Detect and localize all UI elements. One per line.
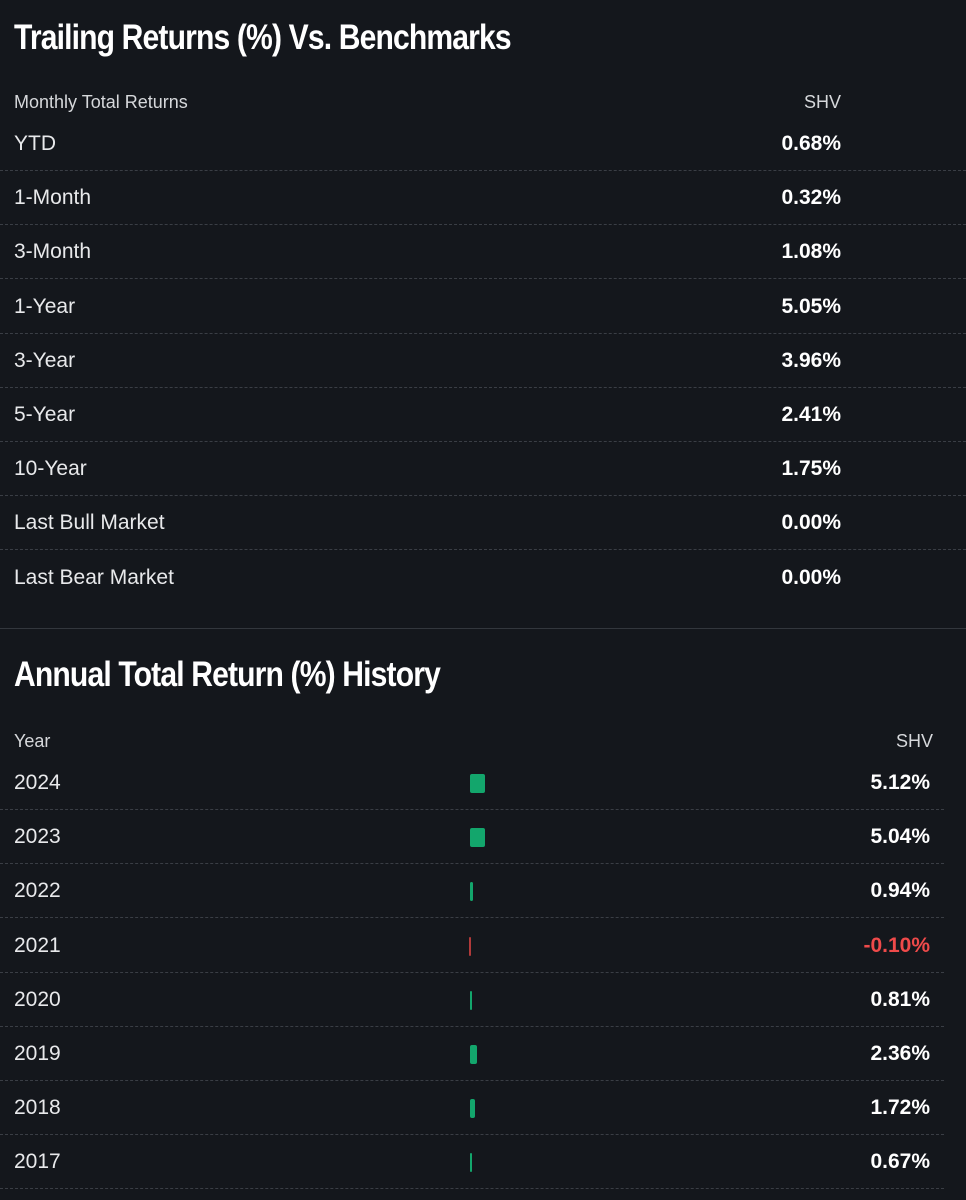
trailing-row: Last Bull Market 0.00% (0, 496, 966, 551)
trailing-returns-title: Trailing Returns (%) Vs. Benchmarks (14, 18, 512, 57)
row-divider (0, 917, 944, 919)
annual-row-value: 5.12% (870, 771, 930, 794)
annual-row: 2021 -0.10% (0, 919, 944, 973)
trailing-row-label: YTD (14, 132, 56, 155)
row-divider (0, 971, 944, 973)
annual-row-value: 5.04% (870, 825, 930, 849)
annual-row-year: 2018 (14, 1096, 61, 1120)
trailing-row-label: 5-Year (14, 403, 76, 426)
annual-return-bar (470, 1099, 475, 1119)
row-divider (0, 495, 966, 497)
annual-row-value: 2.36% (870, 1042, 930, 1065)
trailing-row-value: 0.00% (781, 565, 841, 589)
row-divider (0, 278, 966, 280)
annual-row-year: 2021 (14, 933, 61, 957)
row-divider (0, 1080, 944, 1081)
annual-row: 2020 0.81% (0, 973, 944, 1027)
row-divider (0, 1188, 944, 1190)
row-divider (0, 549, 966, 551)
annual-row-year: 2022 (14, 879, 61, 903)
trailing-row-label: 1-Month (14, 186, 92, 210)
annual-row-year: 2024 (14, 771, 61, 794)
trailing-row-label: 3-Month (14, 240, 92, 264)
annual-row: 2017 0.67% (0, 1135, 944, 1190)
annual-row: 2022 0.94% (0, 864, 944, 919)
trailing-header-label: Monthly Total Returns (14, 92, 188, 112)
annual-row: 2023 5.04% (0, 810, 944, 865)
trailing-row: YTD 0.68% (0, 117, 966, 171)
row-divider (0, 386, 966, 388)
annual-return-bar (470, 882, 473, 902)
annual-row: 2024 5.12% (0, 756, 944, 810)
annual-return-bar (470, 1045, 477, 1064)
annual-header-ticker: SHV (895, 731, 933, 751)
annual-return-bar (470, 1153, 472, 1173)
trailing-row-value: 0.68% (781, 132, 841, 155)
row-divider (0, 170, 966, 171)
trailing-row-value: 1.08% (781, 240, 841, 264)
annual-row-value: 0.94% (870, 879, 930, 903)
annual-return-bar (470, 828, 485, 848)
trailing-row-value: 0.32% (781, 186, 841, 210)
trailing-row-value: 0.00% (781, 511, 841, 535)
trailing-row-value: 3.96% (781, 348, 841, 372)
trailing-row: Last Bear Market 0.00% (0, 551, 966, 605)
trailing-row: 10-Year 1.75% (0, 442, 966, 497)
section-divider (0, 628, 966, 629)
annual-row-value: 0.67% (870, 1150, 930, 1174)
trailing-row-label: Last Bull Market (14, 511, 165, 535)
trailing-header-ticker: SHV (803, 92, 841, 112)
annual-return-title: Annual Total Return (%) History (14, 655, 441, 694)
row-divider (0, 441, 966, 442)
trailing-row: 3-Month 1.08% (0, 225, 966, 280)
row-divider (0, 863, 944, 865)
row-divider (0, 809, 944, 810)
trailing-row-value: 2.41% (781, 403, 841, 426)
trailing-row: 1-Year 5.05% (0, 280, 966, 334)
annual-return-bar (470, 774, 485, 793)
trailing-row-value: 5.05% (781, 294, 841, 318)
annual-row-year: 2020 (14, 987, 61, 1011)
annual-row-value: 0.81% (870, 987, 930, 1011)
trailing-row-label: 3-Year (14, 348, 76, 372)
annual-row: 2018 1.72% (0, 1081, 944, 1136)
trailing-row-label: 1-Year (14, 294, 76, 318)
annual-row-year: 2023 (14, 825, 61, 849)
trailing-row-value: 1.75% (781, 457, 841, 481)
annual-row-value: -0.10% (863, 933, 930, 957)
annual-return-bar (470, 990, 473, 1010)
annual-row-value: 1.72% (870, 1096, 930, 1120)
row-divider (0, 224, 966, 226)
annual-row: 2019 2.36% (0, 1027, 944, 1081)
trailing-row: 1-Month 0.32% (0, 171, 966, 226)
row-divider (0, 1025, 944, 1027)
trailing-row: 5-Year 2.41% (0, 388, 966, 442)
annual-header-label: Year (14, 731, 51, 751)
trailing-row: 3-Year 3.96% (0, 334, 966, 388)
annual-return-bar (469, 936, 471, 956)
trailing-row-label: Last Bear Market (14, 565, 174, 589)
annual-row-year: 2017 (14, 1150, 61, 1174)
annual-row-year: 2019 (14, 1042, 61, 1065)
row-divider (0, 332, 966, 334)
trailing-row-label: 10-Year (14, 457, 87, 481)
row-divider (0, 1134, 944, 1136)
